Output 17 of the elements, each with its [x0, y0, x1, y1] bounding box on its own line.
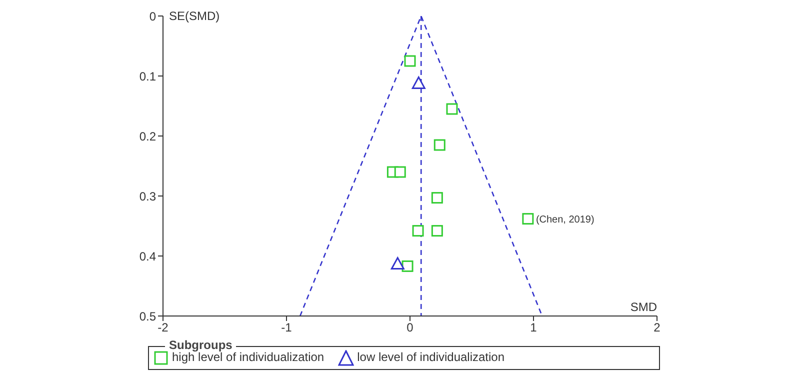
x-axis-title: SMD: [630, 300, 658, 314]
y-tick-label: 0.5: [139, 309, 156, 324]
x-tick-label: -1: [281, 320, 292, 335]
x-tick-label: 2: [654, 320, 661, 335]
x-tick-label: 0: [406, 320, 414, 335]
legend-label: high level of individualization: [172, 350, 324, 364]
y-tick-label: 0.1: [139, 69, 156, 84]
legend-title: Subgroups: [165, 338, 236, 352]
x-tick-label: 1: [530, 320, 538, 335]
y-tick-label: 0.4: [139, 249, 156, 264]
y-axis-title: SE(SMD): [169, 9, 220, 23]
y-tick-label: 0: [149, 9, 156, 24]
y-tick-label: 0.3: [139, 189, 156, 204]
x-tick-label: -2: [158, 320, 169, 335]
annotation: (Chen, 2019): [536, 214, 594, 226]
legend-label: low level of individualization: [356, 350, 505, 364]
y-tick-label: 0.2: [139, 129, 156, 144]
